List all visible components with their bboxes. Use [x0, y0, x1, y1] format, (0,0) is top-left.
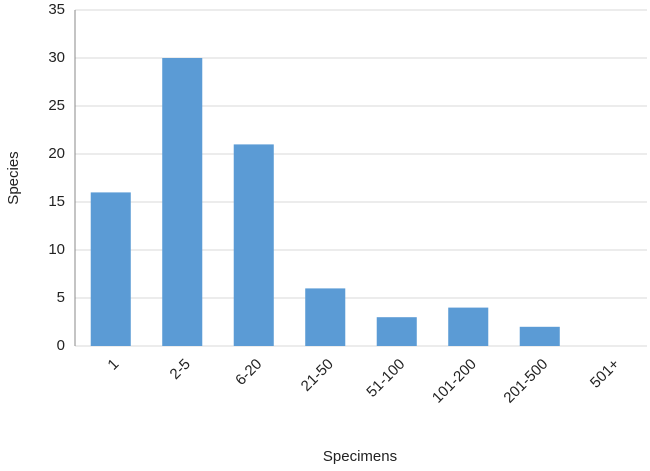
x-tick-label: 51-100: [363, 356, 408, 401]
bar: [233, 144, 274, 346]
bar: [90, 192, 131, 346]
bar: [448, 307, 489, 346]
x-tick-label: 6-20: [232, 356, 265, 389]
y-tick-label: 35: [48, 1, 65, 18]
y-tick-label: 20: [48, 145, 65, 162]
bar: [519, 326, 560, 346]
x-tick-label: 21-50: [298, 356, 337, 395]
x-axis-title: Specimens: [323, 448, 397, 465]
y-tick-label: 15: [48, 193, 65, 210]
x-tick-label: 2-5: [167, 356, 194, 383]
bar: [162, 58, 203, 346]
y-tick-label: 10: [48, 241, 65, 258]
bar: [376, 317, 417, 346]
x-tick-label: 101-200: [429, 356, 480, 407]
x-tick-label: 501+: [587, 355, 623, 391]
y-tick-label: 0: [57, 337, 65, 354]
bar: [305, 288, 346, 346]
y-tick-label: 25: [48, 97, 65, 114]
x-tick-label: 1: [104, 356, 122, 374]
y-axis-title: Species: [5, 151, 22, 204]
y-tick-label: 30: [48, 49, 65, 66]
y-tick-label: 5: [57, 289, 65, 306]
x-tick-label: 201-500: [500, 356, 551, 407]
